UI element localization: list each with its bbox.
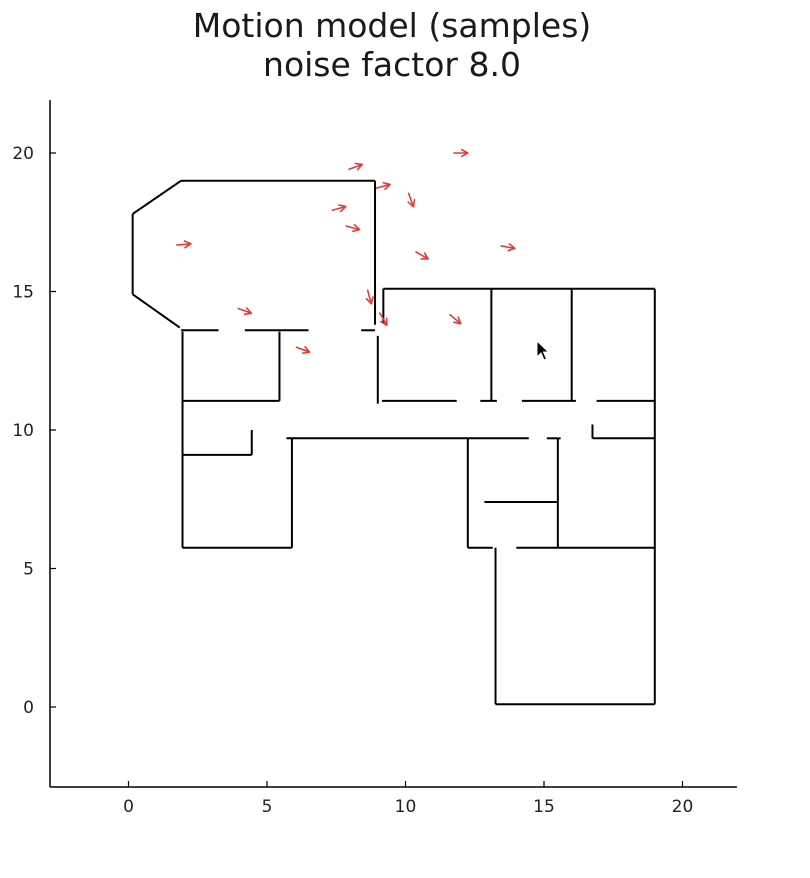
y-tick-label: 20: [12, 144, 34, 164]
y-tick-label: 0: [23, 698, 34, 718]
x-tick-label: 10: [395, 797, 417, 817]
sample-arrow: [295, 346, 311, 354]
map-walls: [131, 179, 656, 706]
sample-arrow: [176, 240, 192, 249]
sample-arrow: [449, 313, 462, 325]
y-tick-label: 15: [12, 283, 34, 303]
x-ticks: 0 5 10 15 20: [123, 781, 693, 817]
y-tick-label: 5: [23, 560, 34, 580]
x-tick-label: 0: [123, 797, 134, 817]
x-tick-label: 5: [262, 797, 273, 817]
sample-arrow: [407, 192, 416, 208]
sample-arrow: [331, 204, 347, 213]
chart-title-line-1: Motion model (samples): [193, 6, 592, 45]
chart-title-line-2: noise factor 8.0: [263, 45, 521, 84]
wall-segment: [132, 179, 182, 215]
sample-arrow: [453, 148, 469, 158]
y-tick-label: 10: [12, 421, 34, 441]
y-ticks: 0 5 10 15 20: [12, 144, 56, 718]
motion-samples: [176, 148, 516, 354]
sample-arrow: [379, 312, 388, 327]
x-tick-label: 15: [533, 797, 555, 817]
sample-arrow: [345, 223, 361, 233]
sample-arrow: [375, 181, 391, 191]
sample-arrow: [415, 251, 429, 260]
x-tick-label: 20: [672, 797, 694, 817]
mouse-pointer-icon: [536, 339, 550, 361]
sample-arrow: [237, 307, 253, 316]
wall-segment: [132, 293, 181, 329]
sample-arrow: [365, 289, 374, 305]
sample-arrow: [348, 162, 364, 171]
sample-arrow: [500, 243, 516, 252]
